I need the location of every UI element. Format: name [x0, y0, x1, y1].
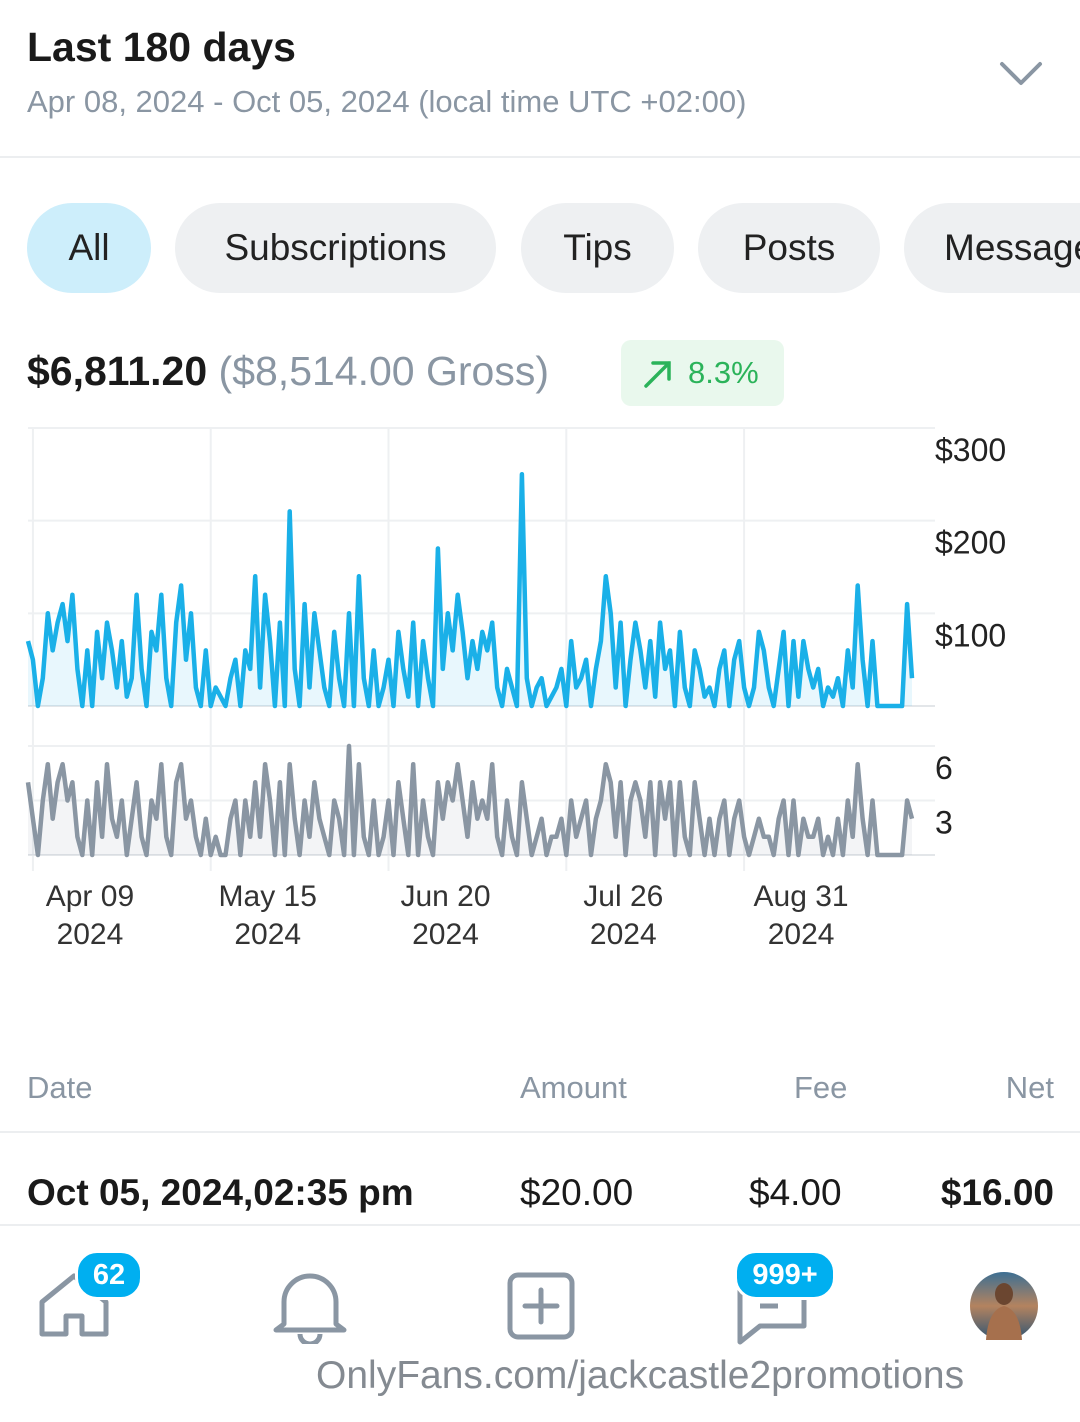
gross-total: ($8,514.00 Gross) [218, 348, 549, 394]
net-total: $6,811.20 [27, 348, 208, 394]
column-header: Amount [520, 1070, 627, 1105]
watermark: OnlyFans.com/jackcastle2promotions [316, 1354, 965, 1397]
row-fee: $4.00 [749, 1172, 842, 1213]
tab-messages[interactable]: Messages [904, 203, 1080, 293]
y-tick-label: $300 [935, 432, 1006, 468]
home-badge: 62 [75, 1250, 143, 1300]
tab-tips[interactable]: Tips [521, 203, 674, 293]
x-tick-label: Jun 20 2024 [400, 880, 491, 951]
row-date: Oct 05, 2024,02:35 pm [27, 1172, 414, 1213]
row-net: $16.00 [940, 1172, 1054, 1213]
column-header: Date [27, 1070, 93, 1105]
title: Last 180 days [27, 24, 296, 70]
divider [0, 156, 1080, 158]
divider [0, 1224, 1080, 1226]
y-tick-label: 6 [935, 750, 953, 786]
x-tick-label: May 15 2024 [218, 880, 317, 951]
x-tick-label: Apr 09 2024 [45, 880, 135, 951]
x-tick-label: Jul 26 2024 [583, 880, 664, 951]
date-range[interactable]: Apr 08, 2024 - Oct 05, 2024 (local time … [27, 84, 747, 119]
add-post-icon[interactable] [505, 1270, 577, 1342]
summary: $6,811.20 ($8,514.00 Gross) [27, 348, 549, 395]
profile-avatar[interactable] [968, 1270, 1040, 1342]
tab-posts[interactable]: Posts [698, 203, 880, 293]
y-tick-label: $200 [935, 525, 1006, 561]
change-badge: 8.3% [621, 340, 784, 406]
tab-subscriptions[interactable]: Subscriptions [175, 203, 496, 293]
column-header: Fee [794, 1070, 848, 1105]
up-arrow-icon [644, 361, 671, 388]
notifications-icon[interactable] [270, 1268, 350, 1344]
divider [0, 1131, 1080, 1133]
series-line [25, 743, 915, 858]
earnings-chart: $100 $200 $300 3 6 [25, 427, 1006, 871]
change-value: 8.3% [688, 355, 759, 390]
x-tick-label: Aug 31 2024 [753, 880, 849, 951]
y-tick-label: 3 [935, 805, 953, 841]
series-line [25, 472, 915, 709]
tab-all[interactable]: All [27, 203, 151, 293]
dropdown-chevron[interactable] [998, 58, 1044, 90]
y-tick-label: $100 [935, 617, 1006, 653]
column-header: Net [1005, 1070, 1054, 1105]
row-amount: $20.00 [520, 1172, 634, 1213]
messages-badge: 999+ [734, 1250, 836, 1300]
